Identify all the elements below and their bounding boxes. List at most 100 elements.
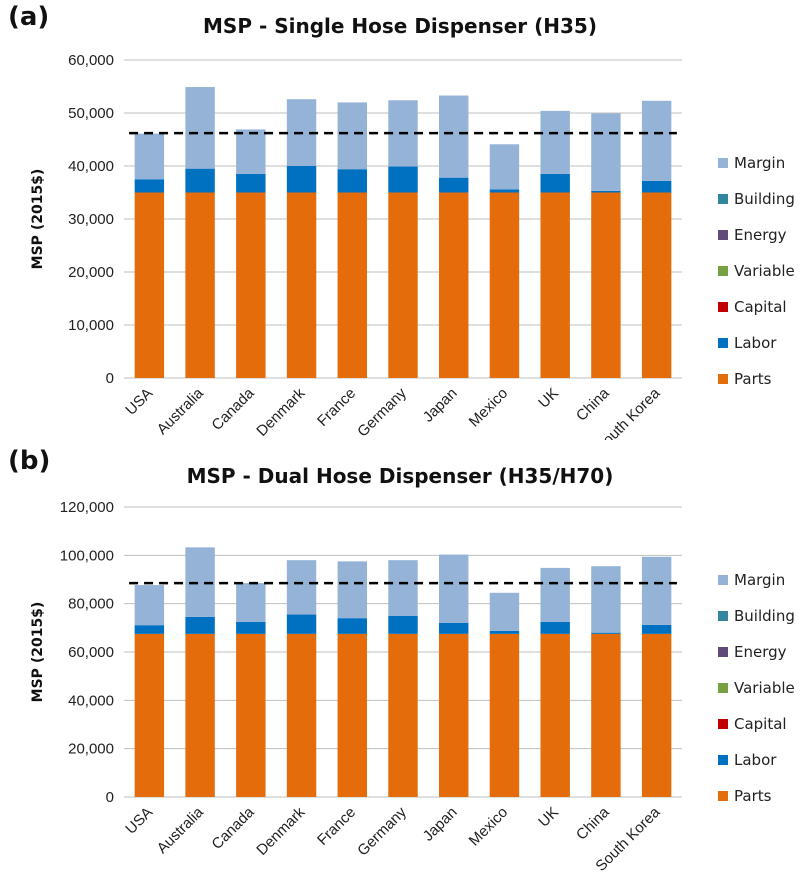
legend-item-building: Building	[718, 189, 795, 209]
x-tick-label: Mexico	[466, 385, 512, 431]
x-tick-label: Japan	[420, 385, 461, 426]
y-tick-label: 0	[106, 789, 114, 806]
bar-labor-canada	[236, 173, 266, 193]
bar-parts-canada	[236, 633, 266, 797]
bar-parts-germany	[388, 192, 418, 378]
bar-labor-germany	[388, 166, 418, 193]
bar-margin-china	[591, 566, 621, 633]
bar-margin-usa	[134, 585, 165, 626]
legend-item-energy: Energy	[718, 642, 787, 662]
bar-parts-mexico	[489, 192, 520, 378]
x-tick-label: Germany	[354, 384, 410, 440]
bar-parts-south-korea	[641, 192, 672, 378]
bar-labor-denmark	[286, 166, 317, 193]
legend-item-margin: Margin	[718, 570, 785, 590]
y-axis-label: MSP (2015$)	[30, 602, 46, 703]
panel-a-label: (a)	[8, 2, 50, 32]
bar-parts-australia	[185, 633, 215, 797]
legend-swatch	[718, 719, 728, 729]
bar-labor-mexico	[489, 189, 520, 193]
legend-item-energy: Energy	[718, 225, 787, 245]
y-tick-label: 80,000	[68, 596, 114, 613]
bar-margin-canada	[236, 129, 266, 174]
bar-margin-uk	[540, 567, 570, 622]
bar-labor-france	[337, 169, 367, 193]
bar-parts-canada	[236, 192, 266, 378]
bar-margin-mexico	[489, 144, 520, 190]
bar-margin-japan	[439, 554, 469, 623]
bar-margin-japan	[439, 95, 469, 178]
legend-swatch	[718, 338, 728, 348]
x-tick-label: UK	[535, 385, 562, 412]
y-tick-label: 40,000	[68, 692, 114, 709]
bar-labor-germany	[388, 615, 418, 634]
bar-margin-germany	[388, 560, 418, 616]
legend-swatch	[718, 647, 728, 657]
bar-margin-south-korea	[641, 100, 672, 181]
legend-label: Labor	[734, 334, 777, 352]
x-tick-label: China	[573, 384, 613, 424]
x-tick-label: Germany	[354, 803, 410, 859]
bar-labor-australia	[185, 168, 215, 193]
chart-a-title: MSP - Single Hose Dispenser (H35)	[203, 14, 597, 38]
x-tick-label: USA	[122, 385, 156, 419]
y-tick-label: 30,000	[68, 211, 114, 228]
bar-margin-denmark	[286, 560, 317, 615]
bar-labor-south-korea	[641, 180, 672, 193]
bar-labor-australia	[185, 616, 215, 634]
bar-parts-uk	[540, 192, 570, 378]
legend-item-parts: Parts	[718, 369, 771, 389]
legend-label: Building	[734, 190, 795, 208]
bar-labor-uk	[540, 173, 570, 193]
x-tick-label: Denmark	[253, 803, 308, 858]
x-tick-label: Mexico	[466, 804, 512, 850]
y-tick-label: 100,000	[60, 547, 114, 564]
x-tick-label: Australia	[154, 803, 208, 857]
legend-label: Parts	[734, 370, 772, 388]
bar-labor-usa	[134, 179, 165, 193]
legend-label: Energy	[734, 226, 787, 244]
bar-parts-japan	[439, 633, 469, 797]
panel-b-label: (b)	[8, 446, 51, 476]
bar-labor-france	[337, 618, 367, 634]
bar-parts-denmark	[286, 633, 317, 797]
bar-labor-china	[591, 632, 621, 634]
legend-label: Building	[734, 607, 795, 625]
x-tick-label: UK	[535, 804, 562, 831]
bar-margin-china	[591, 113, 621, 191]
legend-item-margin: Margin	[718, 153, 785, 173]
bar-parts-uk	[540, 633, 570, 797]
legend-swatch	[718, 374, 728, 384]
x-tick-label: Canada	[208, 803, 258, 853]
legend-item-labor: Labor	[718, 750, 776, 770]
bar-margin-uk	[540, 110, 570, 174]
legend-item-labor: Labor	[718, 333, 776, 353]
bar-parts-south-korea	[641, 633, 672, 797]
bar-parts-japan	[439, 192, 469, 378]
x-tick-label: Canada	[208, 384, 258, 434]
legend-swatch	[718, 230, 728, 240]
bar-labor-usa	[134, 625, 165, 634]
chart-b-title: MSP - Dual Hose Dispenser (H35/H70)	[186, 464, 614, 488]
y-tick-label: 10,000	[68, 317, 114, 334]
legend-item-variable: Variable	[718, 678, 795, 698]
bar-labor-japan	[439, 623, 469, 634]
legend-label: Capital	[734, 298, 787, 316]
bar-parts-france	[337, 192, 367, 378]
legend-swatch	[718, 575, 728, 585]
bar-margin-south-korea	[641, 556, 672, 625]
y-tick-label: 20,000	[68, 264, 114, 281]
bar-parts-denmark	[286, 192, 317, 378]
y-tick-label: 40,000	[68, 158, 114, 175]
y-tick-label: 20,000	[68, 741, 114, 758]
legend-label: Parts	[734, 787, 772, 805]
legend-label: Variable	[734, 679, 795, 697]
bar-margin-australia	[185, 87, 215, 169]
legend-item-building: Building	[718, 606, 795, 626]
legend-label: Variable	[734, 262, 795, 280]
y-axis-label: MSP (2015$)	[30, 169, 46, 270]
x-tick-label: China	[573, 803, 613, 843]
chart-b-plot: 0 20,000 40,000 60,000 80,000 100,000 120,000 M…	[30, 499, 682, 875]
bar-margin-france	[337, 561, 367, 619]
bar-labor-denmark	[286, 614, 317, 634]
